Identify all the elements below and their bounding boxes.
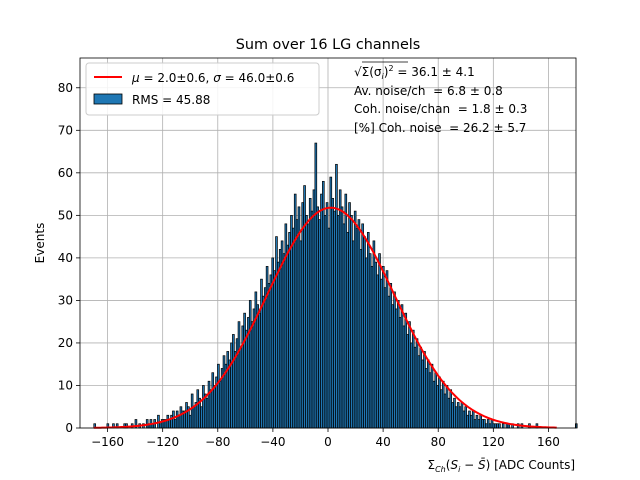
legend: μ = 2.0±0.6, σ = 46.0±0.6 RMS = 45.88 bbox=[85, 62, 320, 116]
histogram-bar bbox=[501, 423, 505, 429]
x-axis-ticks: −160 −120 −80 −40 0 40 80 120 160 bbox=[91, 428, 560, 449]
legend-box bbox=[85, 62, 320, 116]
x-tick-label: 80 bbox=[431, 435, 446, 449]
x-tick-label: −80 bbox=[205, 435, 230, 449]
legend-rms-label: RMS = 45.88 bbox=[132, 93, 210, 107]
y-axis-ticks: 0 10 20 30 40 50 60 70 80 bbox=[58, 81, 80, 435]
x-tick-label: 120 bbox=[482, 435, 505, 449]
y-axis-label: Events bbox=[33, 223, 47, 264]
histogram-bar bbox=[498, 423, 501, 429]
y-tick-label: 10 bbox=[58, 378, 73, 392]
y-tick-label: 70 bbox=[58, 123, 73, 137]
y-tick-label: 0 bbox=[65, 421, 73, 435]
annotation-coh-percent: [%] Coh. noise = 26.2 ± 5.7 bbox=[354, 121, 526, 135]
x-tick-label: −40 bbox=[260, 435, 285, 449]
chart-title: Sum over 16 LG channels bbox=[236, 37, 421, 53]
x-axis-label: ΣCh(Si − S̄) [ADC Counts] bbox=[428, 458, 576, 474]
legend-rms-swatch bbox=[93, 93, 123, 105]
annotations: √Σ(σi)2 = 36.1 ± 4.1 Av. noise/ch = 6.8 … bbox=[354, 61, 527, 135]
y-tick-label: 60 bbox=[58, 166, 73, 180]
y-tick-label: 80 bbox=[58, 81, 73, 95]
y-tick-label: 50 bbox=[58, 208, 73, 222]
x-tick-label: −160 bbox=[91, 435, 124, 449]
annotation-av-noise: Av. noise/ch = 6.8 ± 0.8 bbox=[354, 84, 503, 98]
y-tick-label: 40 bbox=[58, 251, 73, 265]
x-tick-label: 40 bbox=[375, 435, 390, 449]
x-tick-label: 160 bbox=[537, 435, 560, 449]
y-tick-label: 30 bbox=[58, 293, 73, 307]
legend-fit-label: μ = 2.0±0.6, σ = 46.0±0.6 bbox=[131, 71, 294, 85]
y-tick-label: 20 bbox=[58, 336, 73, 350]
annotation-sqrt-sum: √Σ(σi)2 = 36.1 ± 4.1 bbox=[354, 64, 475, 81]
x-tick-label: 0 bbox=[324, 435, 332, 449]
gaussian-fit-curve bbox=[93, 206, 557, 429]
annotation-coh-noise: Coh. noise/chan = 1.8 ± 0.3 bbox=[354, 102, 527, 116]
x-tick-label: −120 bbox=[146, 435, 179, 449]
